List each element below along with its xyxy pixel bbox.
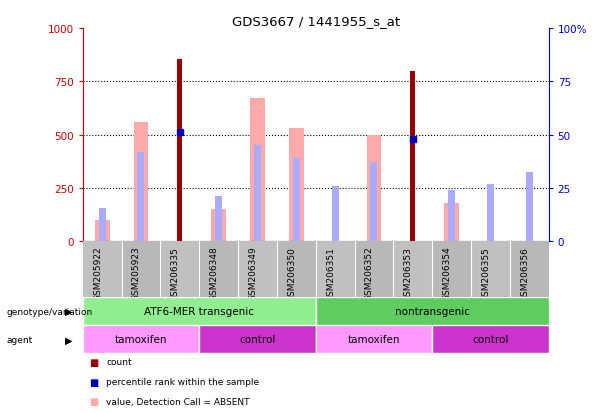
- Bar: [293, 159, 300, 242]
- Bar: [367, 135, 381, 242]
- Bar: [83, 297, 316, 325]
- Bar: [121, 242, 161, 297]
- Bar: [526, 173, 533, 242]
- Bar: [137, 152, 145, 242]
- Text: tamoxifen: tamoxifen: [348, 335, 400, 344]
- Text: GSM206348: GSM206348: [210, 246, 219, 301]
- Bar: [199, 325, 316, 354]
- Bar: [487, 184, 494, 242]
- Bar: [432, 242, 471, 297]
- Text: control: control: [239, 335, 276, 344]
- Text: ■: ■: [89, 377, 98, 387]
- Text: GSM206356: GSM206356: [520, 246, 529, 301]
- Bar: [354, 242, 394, 297]
- Text: control: control: [472, 335, 509, 344]
- Text: ATF6-MER transgenic: ATF6-MER transgenic: [144, 306, 254, 316]
- Bar: [316, 242, 354, 297]
- Text: count: count: [106, 357, 132, 366]
- Text: GSM206355: GSM206355: [481, 246, 490, 301]
- Bar: [211, 210, 226, 242]
- Bar: [394, 242, 432, 297]
- Bar: [277, 242, 316, 297]
- Bar: [177, 60, 182, 242]
- Bar: [410, 71, 415, 242]
- Text: GSM205923: GSM205923: [132, 246, 141, 301]
- Text: GSM206350: GSM206350: [287, 246, 296, 301]
- Text: GSM206352: GSM206352: [365, 246, 374, 301]
- Bar: [289, 129, 303, 242]
- Bar: [199, 242, 238, 297]
- Bar: [444, 203, 459, 242]
- Text: GSM206349: GSM206349: [248, 246, 257, 301]
- Bar: [316, 297, 549, 325]
- Text: GSM205922: GSM205922: [93, 246, 102, 301]
- Bar: [250, 99, 265, 242]
- Text: nontransgenic: nontransgenic: [395, 306, 470, 316]
- Text: ▶: ▶: [65, 335, 72, 344]
- Text: ▶: ▶: [65, 306, 72, 316]
- Bar: [432, 325, 549, 354]
- Text: ■: ■: [89, 396, 98, 406]
- Text: GSM206335: GSM206335: [171, 246, 180, 301]
- Bar: [332, 186, 338, 242]
- Text: percentile rank within the sample: percentile rank within the sample: [106, 377, 259, 386]
- Bar: [99, 209, 105, 242]
- Bar: [83, 325, 199, 354]
- Text: GSM206353: GSM206353: [404, 246, 413, 301]
- Text: GSM206354: GSM206354: [443, 246, 452, 301]
- Bar: [471, 242, 510, 297]
- Bar: [448, 190, 455, 242]
- Text: ■: ■: [89, 357, 98, 367]
- Text: genotype/variation: genotype/variation: [6, 307, 93, 316]
- Bar: [254, 146, 261, 242]
- Bar: [316, 325, 432, 354]
- Text: GSM206351: GSM206351: [326, 246, 335, 301]
- Bar: [161, 242, 199, 297]
- Text: tamoxifen: tamoxifen: [115, 335, 167, 344]
- Text: value, Detection Call = ABSENT: value, Detection Call = ABSENT: [106, 397, 249, 406]
- Title: GDS3667 / 1441955_s_at: GDS3667 / 1441955_s_at: [232, 15, 400, 28]
- Bar: [238, 242, 277, 297]
- Bar: [510, 242, 549, 297]
- Bar: [83, 242, 121, 297]
- Bar: [134, 123, 148, 242]
- Bar: [370, 163, 378, 242]
- Text: agent: agent: [6, 335, 32, 344]
- Bar: [95, 221, 110, 242]
- Bar: [215, 197, 222, 242]
